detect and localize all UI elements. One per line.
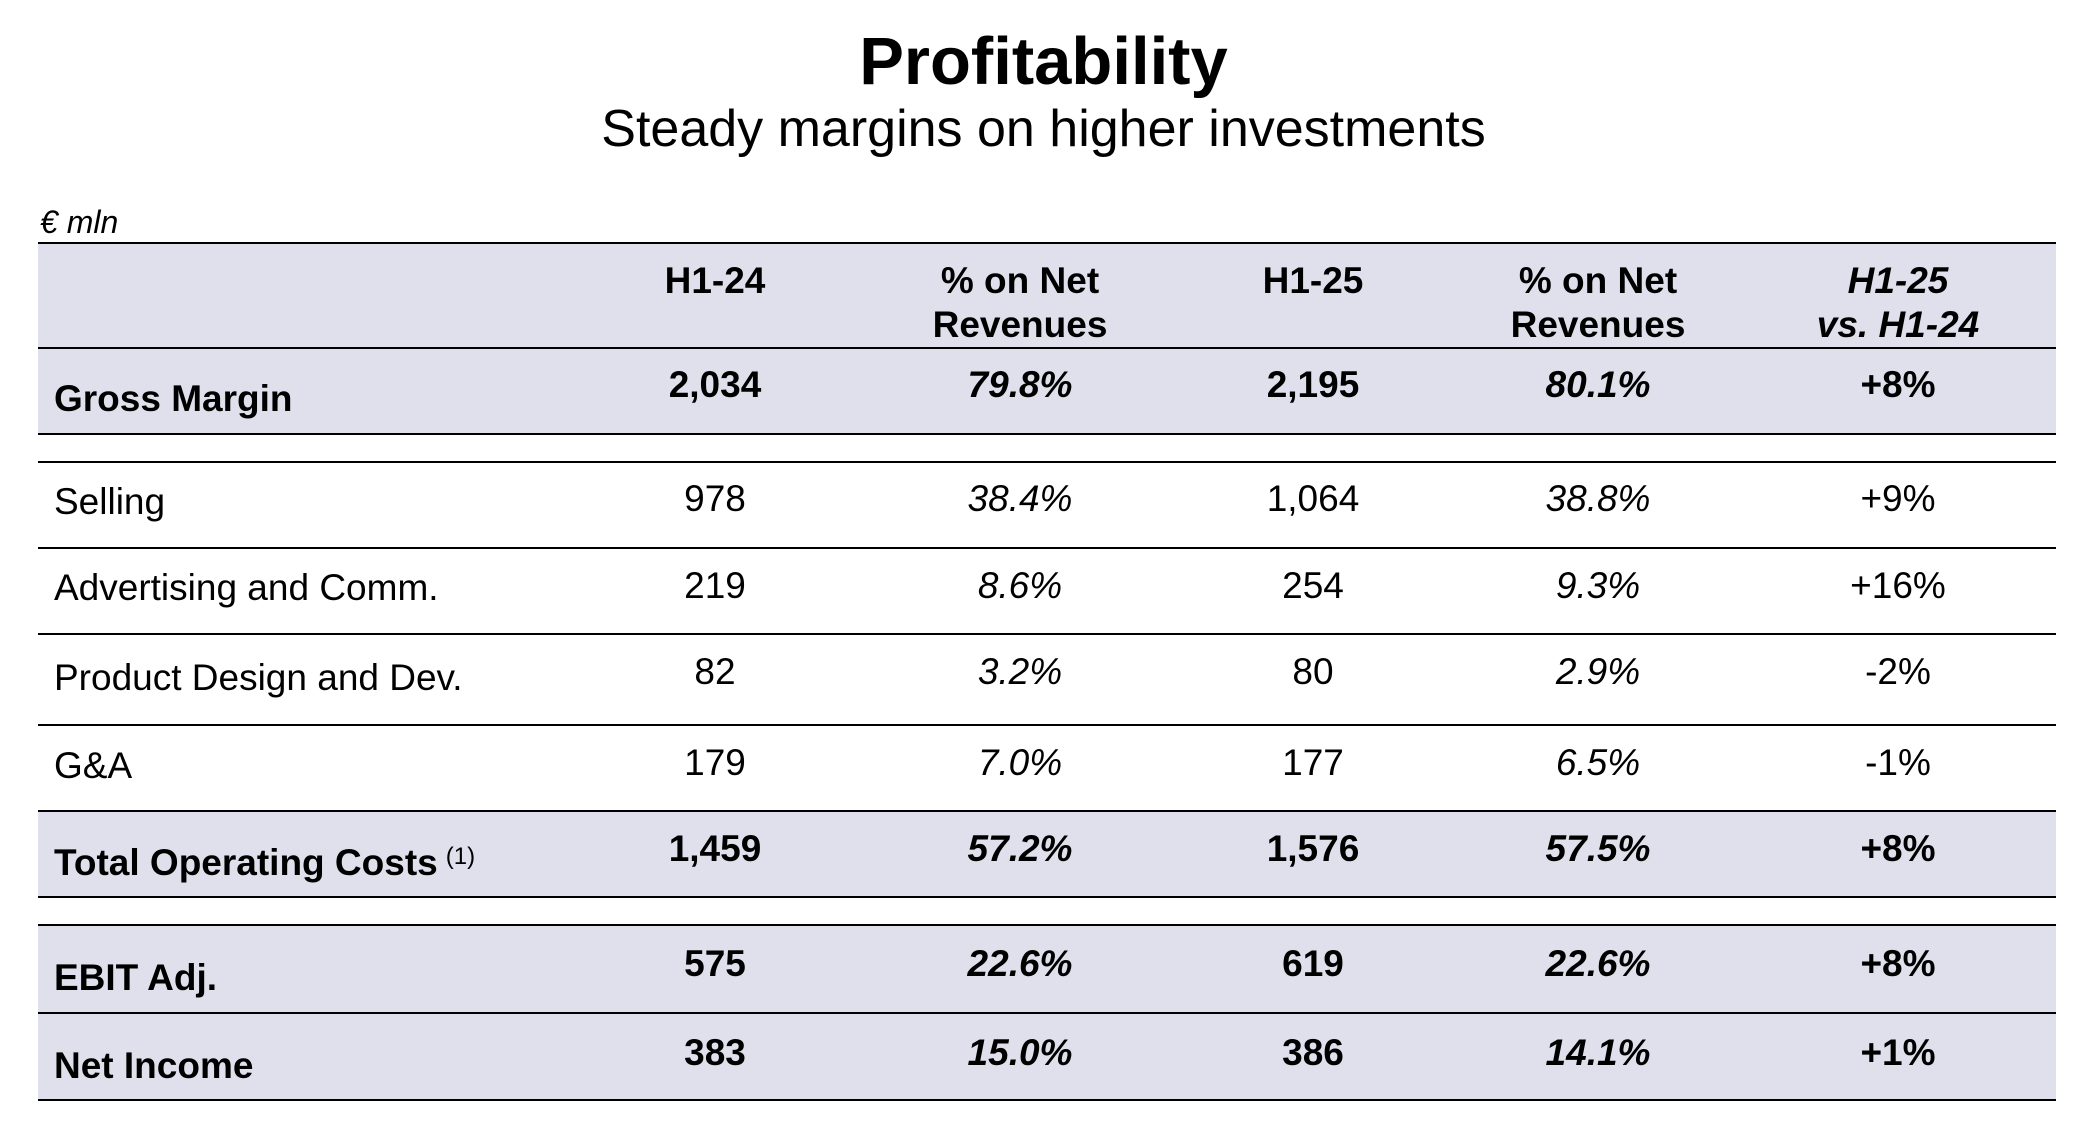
row-label: Selling <box>54 481 166 522</box>
column-header-change: H1-25 vs. H1-24 <box>1817 259 1980 347</box>
cell-h1-24: 219 <box>684 565 746 606</box>
cell-pct-h1-24: 57.2% <box>967 828 1073 869</box>
cell-pct-h1-25: 6.5% <box>1555 742 1641 783</box>
cell-h1-25: 1,576 <box>1266 828 1360 869</box>
page-title: Profitability <box>859 24 1228 99</box>
cell-change: +8% <box>1860 364 1936 405</box>
page-subtitle: Steady margins on higher investments <box>601 100 1486 158</box>
column-header-h1-25: H1-25 <box>1262 260 1364 301</box>
row-label: Total Operating Costs (1) <box>54 842 475 884</box>
cell-pct-h1-25: 14.1% <box>1545 1032 1651 1073</box>
cell-h1-24: 978 <box>684 478 746 519</box>
cell-h1-25: 80 <box>1292 651 1334 692</box>
row-label: EBIT Adj. <box>54 957 218 998</box>
cell-pct-h1-25: 9.3% <box>1555 565 1641 606</box>
rule <box>38 433 2056 435</box>
column-header-change-line1: H1-25 <box>1847 260 1949 301</box>
cell-change: +8% <box>1860 943 1936 984</box>
cell-pct-h1-25: 57.5% <box>1545 828 1651 869</box>
cell-h1-24: 82 <box>694 651 736 692</box>
cell-pct-h1-25: 38.8% <box>1545 478 1651 519</box>
column-header-h1-24: H1-24 <box>664 260 766 301</box>
cell-h1-24: 1,459 <box>668 828 762 869</box>
cell-h1-25: 2,195 <box>1266 364 1360 405</box>
row-label: Product Design and Dev. <box>54 657 463 698</box>
rule <box>38 547 2056 549</box>
cell-pct-h1-24: 79.8% <box>967 364 1073 405</box>
cell-pct-h1-24: 7.0% <box>977 742 1063 783</box>
cell-pct-h1-25: 80.1% <box>1545 364 1651 405</box>
total-operating-costs-band <box>38 812 2056 897</box>
cell-h1-25: 386 <box>1282 1032 1344 1073</box>
rule <box>38 924 2056 926</box>
cell-change: +16% <box>1850 565 1946 606</box>
rule <box>38 1099 2056 1101</box>
rule <box>38 1012 2056 1014</box>
cell-change: -2% <box>1865 651 1931 692</box>
cell-h1-25: 619 <box>1282 943 1344 984</box>
cell-change: -1% <box>1865 742 1931 783</box>
cell-pct-h1-24: 8.6% <box>977 565 1063 606</box>
cell-pct-h1-25: 2.9% <box>1555 651 1641 692</box>
header-band <box>38 244 2056 348</box>
rule <box>38 242 2056 244</box>
net-income-band <box>38 1014 2056 1100</box>
ebit-band <box>38 926 2056 1013</box>
cell-pct-h1-25: 22.6% <box>1545 943 1651 984</box>
rule <box>38 896 2056 898</box>
cell-pct-h1-24: 38.4% <box>967 478 1073 519</box>
column-header-pct-h1-24: % on Net Revenues <box>932 260 1108 345</box>
footnote-marker: (1) <box>445 843 476 870</box>
row-label-text: Total Operating Costs <box>54 842 438 883</box>
rule <box>38 633 2056 635</box>
rule <box>38 461 2056 463</box>
cell-h1-25: 1,064 <box>1266 478 1360 519</box>
cell-h1-25: 177 <box>1282 742 1344 783</box>
unit-label: € mln <box>40 204 119 240</box>
cell-pct-h1-24: 3.2% <box>977 651 1063 692</box>
cell-h1-24: 2,034 <box>668 364 762 405</box>
cell-h1-24: 575 <box>684 943 746 984</box>
cell-pct-h1-24: 15.0% <box>967 1032 1073 1073</box>
gross-margin-band <box>38 349 2056 434</box>
cell-pct-h1-24: 22.6% <box>967 943 1073 984</box>
rule <box>38 810 2056 812</box>
rule <box>38 347 2056 349</box>
column-header-pct-h1-25: % on Net Revenues <box>1510 260 1686 345</box>
column-header-change-line2: vs. H1-24 <box>1816 304 1980 345</box>
rule <box>38 724 2056 726</box>
cell-change: +9% <box>1860 478 1936 519</box>
row-label: G&A <box>54 745 133 786</box>
row-label: Advertising and Comm. <box>54 567 439 608</box>
cell-h1-24: 179 <box>684 742 746 783</box>
cell-h1-25: 254 <box>1282 565 1344 606</box>
cell-change: +1% <box>1860 1032 1936 1073</box>
row-label: Net Income <box>54 1045 254 1086</box>
cell-change: +8% <box>1860 828 1936 869</box>
cell-h1-24: 383 <box>684 1032 746 1073</box>
row-label: Gross Margin <box>54 378 293 419</box>
